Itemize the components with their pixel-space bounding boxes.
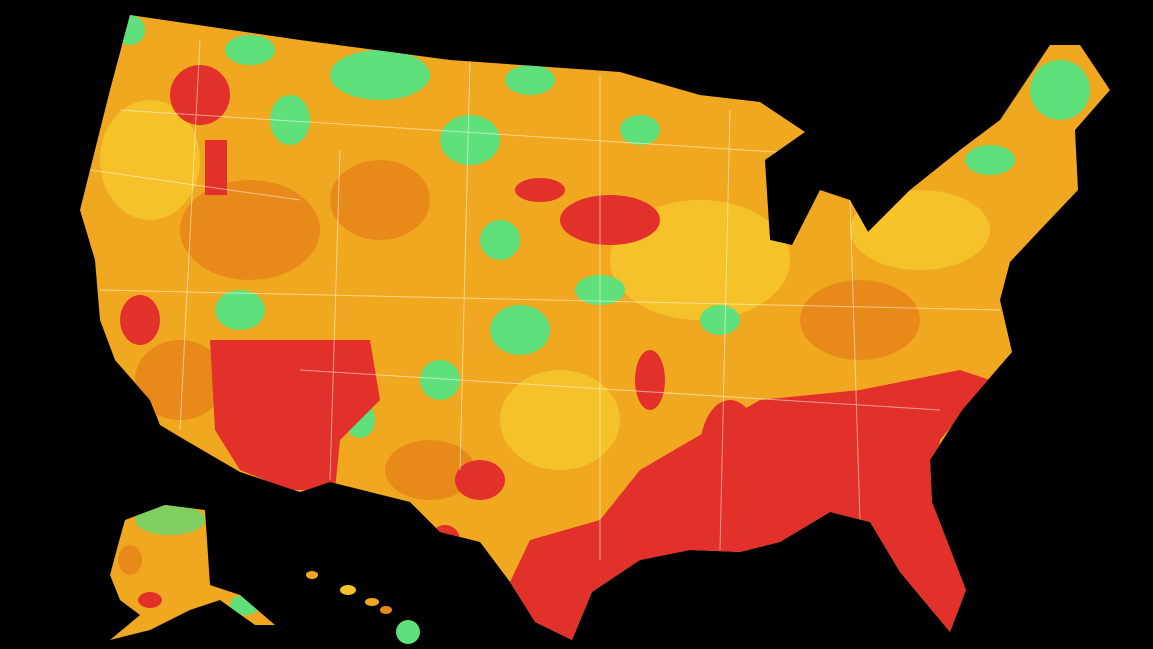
region — [965, 145, 1015, 175]
region — [1030, 60, 1090, 120]
red-regions — [120, 65, 990, 640]
green-regions — [115, 15, 1090, 438]
region — [480, 220, 520, 260]
island — [340, 585, 356, 595]
region — [700, 305, 740, 335]
region — [455, 460, 505, 500]
island — [380, 606, 392, 614]
orange-regions — [135, 160, 920, 500]
region — [635, 350, 665, 410]
region — [620, 115, 660, 145]
region — [440, 115, 500, 165]
region — [180, 180, 320, 280]
region — [510, 370, 990, 640]
island — [365, 598, 379, 606]
region — [420, 360, 460, 400]
region — [330, 160, 430, 240]
state-borders — [89, 39, 1001, 560]
region — [800, 280, 920, 360]
region — [100, 100, 200, 220]
region — [385, 440, 475, 500]
hawaii — [306, 571, 420, 644]
region — [210, 340, 380, 490]
region — [505, 65, 555, 95]
region — [270, 95, 310, 145]
region — [135, 505, 205, 535]
border — [89, 39, 1001, 560]
region — [118, 545, 142, 575]
region — [330, 50, 430, 100]
region — [700, 400, 760, 500]
region — [205, 140, 227, 195]
region — [215, 290, 265, 330]
region — [138, 592, 162, 608]
region — [500, 370, 620, 470]
region — [225, 35, 275, 65]
region — [135, 340, 225, 420]
island — [396, 620, 420, 644]
region — [170, 65, 230, 125]
region — [490, 305, 550, 355]
island — [306, 571, 318, 579]
region — [515, 178, 565, 202]
region — [560, 195, 660, 245]
region — [120, 295, 160, 345]
